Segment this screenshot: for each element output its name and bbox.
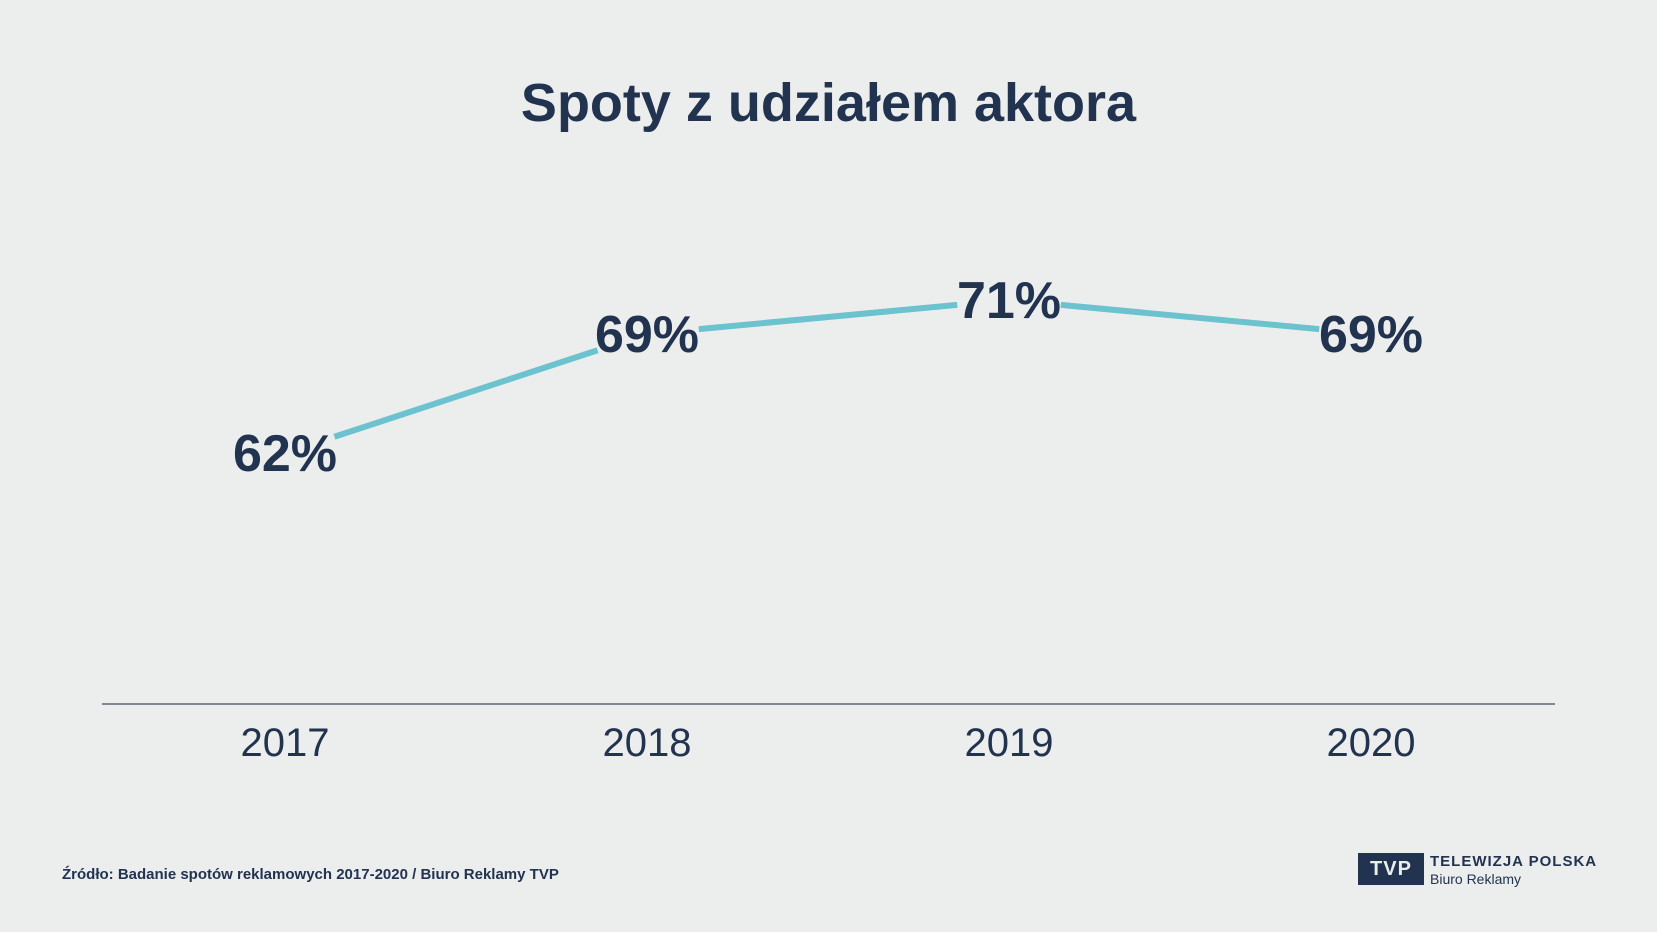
data-label: 69%	[1319, 306, 1423, 364]
x-tick-label: 2019	[965, 721, 1054, 765]
series-line-segment	[333, 347, 599, 440]
tvp-logo-name: TELEWIZJA POLSKA	[1430, 853, 1598, 870]
series-line-segment	[1060, 301, 1320, 333]
x-tick-label: 2017	[241, 721, 330, 765]
data-label: 62%	[233, 425, 337, 483]
x-tick-label: 2020	[1327, 721, 1416, 765]
chart-title: Spoty z udziałem aktora	[520, 73, 1137, 133]
data-label: 69%	[595, 306, 699, 364]
tvp-logo-mark: TVP	[1358, 853, 1424, 885]
series-line-segment	[698, 301, 958, 333]
x-tick-label: 2018	[603, 721, 692, 765]
data-label: 71%	[957, 272, 1061, 330]
tvp-logo-subtitle: Biuro Reklamy	[1430, 871, 1522, 887]
source-note: Źródło: Badanie spotów reklamowych 2017-…	[62, 866, 559, 883]
